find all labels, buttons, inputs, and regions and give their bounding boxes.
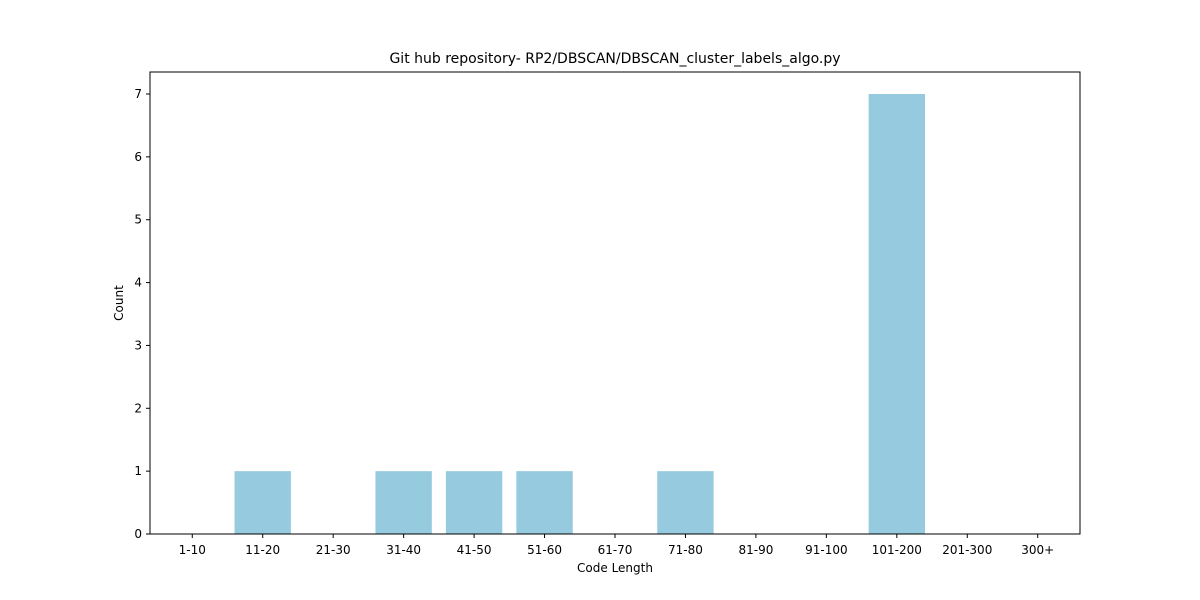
bar-11-20 (234, 471, 291, 534)
bar-101-200 (868, 94, 925, 534)
x-tick-label: 21-30 (316, 543, 351, 557)
y-tick-label: 5 (134, 213, 142, 227)
x-tick-label: 71-80 (668, 543, 703, 557)
y-tick-label: 1 (134, 464, 142, 478)
x-tick-label: 31-40 (386, 543, 421, 557)
x-axis: 1-10 11-20 21-30 31-40 41-50 51-60 61-70 71-80 8… (179, 534, 1054, 557)
y-tick-label: 0 (134, 527, 142, 541)
plot-frame (149, 71, 1081, 535)
y-tick-label: 7 (134, 87, 142, 101)
y-tick-label: 2 (134, 401, 142, 415)
bar-31-40 (375, 471, 432, 534)
y-tick-label: 3 (134, 338, 142, 352)
x-tick-label: 51-60 (527, 543, 562, 557)
x-tick-label: 91-100 (805, 543, 848, 557)
y-axis: 0 1 2 3 4 5 6 7 (134, 87, 150, 541)
bar-41-50 (445, 471, 503, 534)
bar-51-60 (516, 471, 573, 534)
x-tick-label: 101-200 (872, 543, 922, 557)
x-tick-label: 41-50 (457, 543, 492, 557)
x-tick-label: 11-20 (245, 543, 280, 557)
x-tick-label: 300+ (1021, 543, 1054, 557)
chart-title: Git hub repository- RP2/DBSCAN/DBSCAN_cl… (389, 51, 840, 67)
y-axis-label: Count (112, 285, 126, 321)
y-tick-label: 6 (134, 150, 142, 164)
x-tick-label: 1-10 (179, 543, 206, 557)
y-tick-label: 4 (134, 276, 142, 290)
x-tick-label: 201-300 (942, 543, 992, 557)
x-tick-label: 61-70 (598, 543, 633, 557)
bars-group (234, 94, 925, 534)
x-tick-label: 81-90 (738, 543, 773, 557)
x-axis-label: Code Length (577, 561, 653, 575)
bar-71-80 (657, 471, 714, 534)
